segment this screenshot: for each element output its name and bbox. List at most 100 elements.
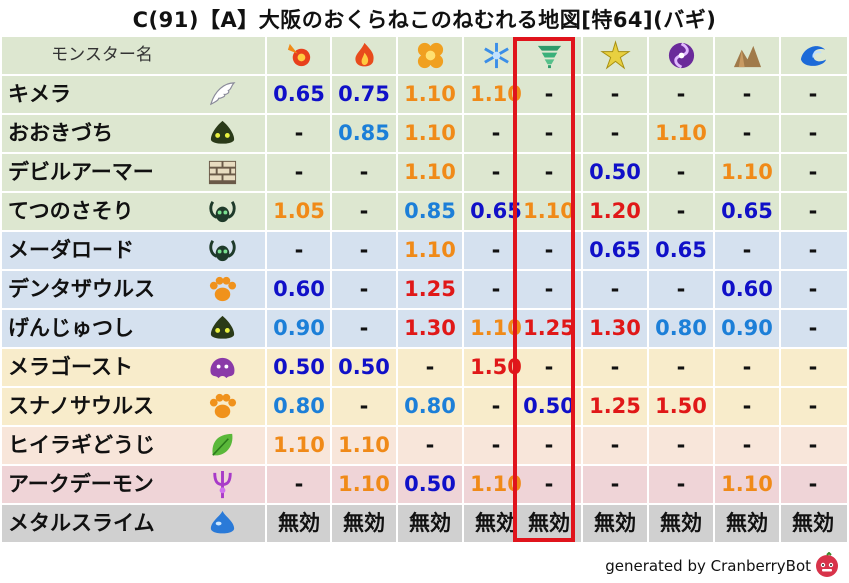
column-divider	[265, 388, 267, 425]
table-row: スナノサウルス 0.80-0.80-0.50 1.25 1.50- -	[2, 388, 847, 425]
resist-cell: 無効	[594, 511, 636, 535]
resist-cell: 1.10	[721, 160, 773, 184]
column-divider	[265, 154, 267, 191]
resist-cell: -	[544, 82, 554, 106]
resist-cell: 1.10	[655, 121, 707, 145]
column-divider	[713, 505, 715, 542]
column-divider	[581, 193, 583, 230]
resist-cell: -	[808, 277, 818, 301]
resist-cell: -	[294, 160, 304, 184]
leaf-icon	[212, 433, 233, 456]
column-divider	[647, 427, 649, 464]
resist-cell: 1.10	[273, 433, 325, 457]
column-divider	[396, 193, 398, 230]
resist-cell: 0.50	[404, 472, 456, 496]
column-divider	[330, 232, 332, 269]
resist-cell: -	[808, 316, 818, 340]
resist-cell: 1.25	[404, 277, 456, 301]
resist-cell: -	[742, 355, 752, 379]
monster-name: メタルスライム	[8, 511, 155, 535]
resist-cell: -	[544, 121, 554, 145]
table-row: てつのさそり 1.05-0.85 0.65 1.10 1.20-0.65-	[2, 193, 847, 230]
resist-cell: -	[610, 472, 620, 496]
resist-cell: -	[491, 277, 501, 301]
resist-cell: 0.80	[404, 394, 456, 418]
resist-cell: -	[676, 277, 686, 301]
resist-cell: 1.30	[589, 316, 641, 340]
column-divider	[647, 271, 649, 308]
fireball-icon	[287, 43, 310, 67]
table-row: ヒイラギどうじ 1.10 1.10 - - - - - - -	[2, 427, 847, 464]
column-divider	[581, 115, 583, 152]
explosion-icon	[417, 42, 443, 69]
resist-cell: -	[425, 355, 435, 379]
resist-cell: -	[610, 433, 620, 457]
resist-cell: -	[491, 238, 501, 262]
monster-name: げんじゅつし	[8, 316, 134, 340]
resist-cell: 0.65	[655, 238, 707, 262]
column-divider	[779, 232, 781, 269]
resist-cell: -	[808, 394, 818, 418]
resist-cell: -	[294, 472, 304, 496]
column-divider	[330, 115, 332, 152]
column-divider	[265, 466, 267, 503]
column-divider	[647, 193, 649, 230]
column-divider	[581, 388, 583, 425]
resist-cell: 0.65	[273, 82, 325, 106]
resist-cell: 無効	[660, 511, 702, 535]
monster-name: メラゴースト	[8, 355, 133, 379]
column-divider	[647, 466, 649, 503]
resist-cell: -	[808, 199, 818, 223]
column-divider	[647, 37, 649, 74]
column-divider	[462, 388, 464, 425]
tornado-icon	[537, 45, 561, 69]
column-divider	[779, 388, 781, 425]
resist-cell: 0.50	[338, 355, 390, 379]
column-divider	[779, 76, 781, 113]
resist-cell: 1.05	[273, 199, 325, 223]
column-divider	[330, 388, 332, 425]
resist-cell: 0.65	[721, 199, 773, 223]
cranberry-bot-icon	[816, 552, 838, 577]
flame-icon	[354, 42, 374, 67]
table-row: メラゴースト 0.50 0.50-1.50- - - - -	[2, 349, 847, 386]
trident-icon	[213, 470, 232, 499]
column-divider	[396, 76, 398, 113]
resist-cell: -	[544, 355, 554, 379]
column-divider	[779, 154, 781, 191]
resist-cell: 無効	[726, 511, 768, 535]
column-divider	[647, 388, 649, 425]
resist-cell: -	[610, 355, 620, 379]
resist-cell: 1.10	[338, 433, 390, 457]
resist-cell: -	[359, 316, 369, 340]
column-divider	[462, 193, 464, 230]
resist-cell: -	[676, 160, 686, 184]
column-divider	[713, 271, 715, 308]
column-divider	[396, 427, 398, 464]
column-divider	[330, 466, 332, 503]
insect-icon	[209, 240, 236, 262]
column-divider	[779, 310, 781, 347]
column-divider	[462, 349, 464, 386]
monster-name: ヒイラギどうじ	[8, 433, 155, 457]
monster-name: キメラ	[8, 82, 71, 106]
resist-cell: -	[808, 238, 818, 262]
column-divider	[396, 505, 398, 542]
table-row: キメラ 0.65 0.75 1.10 1.10- - - - -	[2, 76, 847, 113]
monster-name: メーダロード	[8, 238, 134, 262]
column-divider	[647, 310, 649, 347]
monster-name: てつのさそり	[8, 199, 134, 223]
column-divider	[462, 271, 464, 308]
column-divider	[396, 466, 398, 503]
slime-green-icon	[210, 315, 235, 339]
footer-credit: generated by CranberryBot	[605, 557, 811, 575]
column-divider	[265, 193, 267, 230]
brick-icon	[208, 160, 237, 185]
resist-cell: -	[294, 121, 304, 145]
column-divider	[330, 37, 332, 74]
column-divider	[462, 427, 464, 464]
column-divider	[647, 505, 649, 542]
table-row: おおきづち - 0.85 1.10 - - - 1.10 - -	[2, 115, 847, 152]
column-divider	[330, 154, 332, 191]
resist-cell: 0.85	[338, 121, 390, 145]
